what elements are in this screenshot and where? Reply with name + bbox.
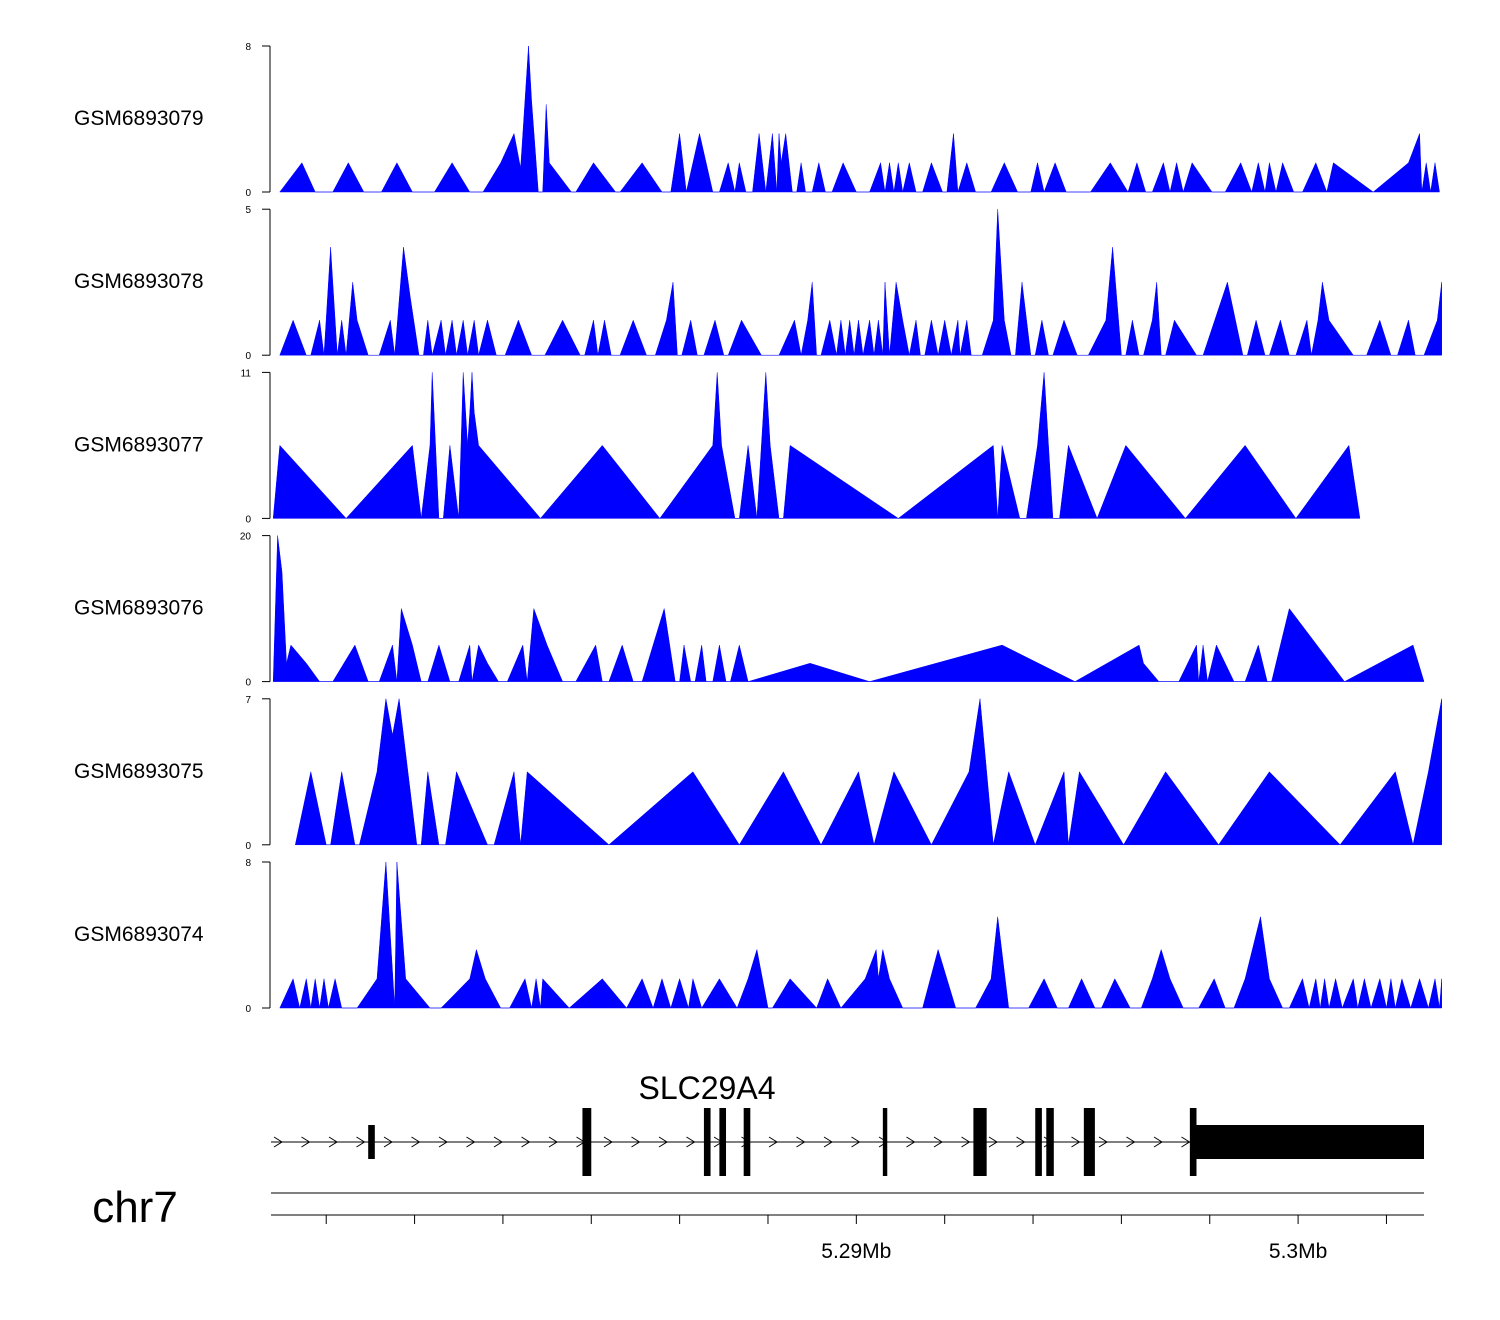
chromosome-label: chr7 [92,1183,178,1232]
strand-arrow [603,1136,613,1148]
track-y-zero-label: 0 [245,841,251,852]
strand-arrow [933,1136,943,1148]
strand-arrow [961,1136,971,1148]
gene-exon [582,1108,592,1176]
strand-arrow [658,1136,668,1148]
track-y-zero-label: 0 [245,678,251,689]
gene-utr [1196,1125,1424,1159]
coverage-area [294,698,1442,846]
axis-tick-label: 5.29Mb [821,1240,891,1263]
track-label: GSM6893079 [74,107,204,130]
track-GSM6893074: GSM6893074 8 0 [74,858,1442,1015]
track-GSM6893079: GSM6893079 8 0 [74,42,1440,199]
track-y-max-label: 7 [245,695,251,706]
axis-ticks: 5.29Mb 5.3Mb [325,1215,1387,1263]
strand-arrow [1098,1136,1108,1148]
coverage-area [272,372,1361,520]
strand-arrow [521,1136,531,1148]
gene-exon [1046,1108,1054,1176]
gene-exon [1083,1108,1095,1176]
coverage-area [272,535,1425,682]
track-y-zero-label: 0 [245,514,251,525]
track-label: GSM6893075 [74,760,204,783]
gene-exon [973,1108,987,1176]
track-y-max-label: 8 [245,858,251,869]
strand-arrow [1181,1136,1191,1148]
strand-arrow [988,1136,998,1148]
strand-arrow [906,1136,916,1148]
strand-arrow [1126,1136,1136,1148]
strand-arrow [851,1136,861,1148]
strand-arrow [466,1136,476,1148]
genome-axis: 5.29Mb 5.3Mb chr7 [92,1183,1424,1263]
track-y-max-label: 11 [241,368,252,379]
track-GSM6893075: GSM6893075 7 0 [74,695,1442,852]
gene-name-label: SLC29A4 [639,1070,776,1106]
strand-arrow [768,1136,778,1148]
track-y-zero-label: 0 [245,188,251,199]
track-y-max-label: 8 [245,42,251,53]
gene-exon [743,1108,751,1176]
strand-arrow [356,1136,366,1148]
strand-arrow [301,1136,311,1148]
strand-arrow [328,1136,338,1148]
track-GSM6893077: GSM6893077 11 0 [74,368,1361,525]
gene-model-track: SLC29A4 [271,1070,1424,1176]
strand-arrow [411,1136,421,1148]
strand-arrow [438,1136,448,1148]
track-GSM6893078: GSM6893078 5 0 [74,205,1442,362]
coverage-area [279,209,1442,356]
track-y-max-label: 5 [245,205,251,216]
track-y-zero-label: 0 [245,1004,251,1015]
gene-exon [882,1108,888,1176]
gene-exon [368,1125,375,1159]
coverage-area [279,861,1442,1009]
strand-arrow [273,1136,283,1148]
gene-exon [1189,1108,1197,1176]
coverage-area [279,45,1440,193]
strand-arrow [493,1136,503,1148]
gene-exon [1035,1108,1042,1176]
track-y-zero-label: 0 [245,351,251,362]
gene-exon [719,1108,727,1176]
track-label: GSM6893076 [74,597,204,620]
strand-arrow [631,1136,641,1148]
strand-arrow [796,1136,806,1148]
strand-arrow [686,1136,696,1148]
strand-arrow [548,1136,558,1148]
strand-arrow [1071,1136,1081,1148]
gene-exons [368,1108,1424,1176]
track-GSM6893076: GSM6893076 20 0 [74,532,1425,689]
track-y-max-label: 20 [240,532,252,543]
axis-tick-label: 5.3Mb [1269,1240,1327,1263]
strand-arrow [1153,1136,1163,1148]
coverage-tracks: GSM689307980GSM689307850GSM6893077110GSM… [74,42,1442,1015]
track-label: GSM6893078 [74,270,204,293]
strand-arrow [823,1136,833,1148]
strand-arrow [1016,1136,1026,1148]
track-label: GSM6893077 [74,433,204,456]
gene-exon [703,1108,711,1176]
track-label: GSM6893074 [74,923,204,946]
strand-arrow [383,1136,393,1148]
